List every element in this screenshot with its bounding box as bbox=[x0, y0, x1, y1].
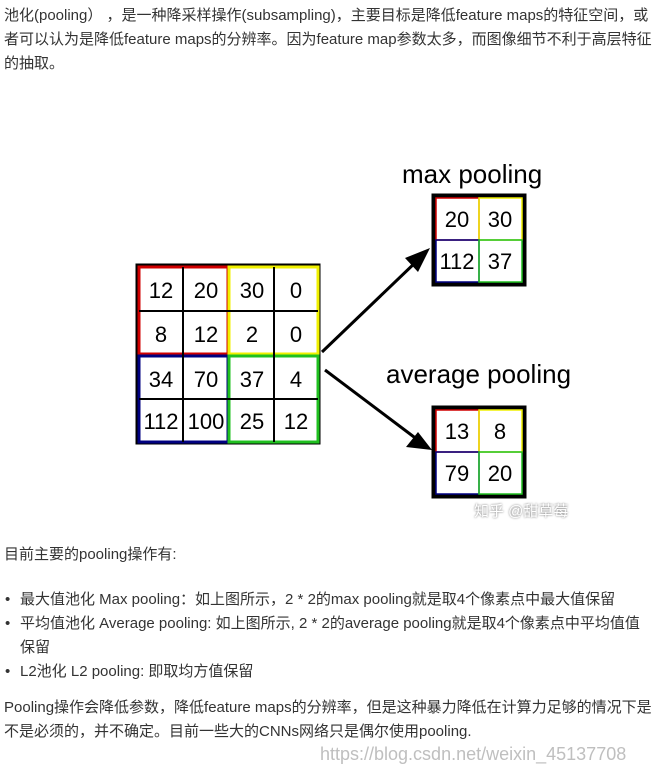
list-item: 平均值池化 Average pooling: 如上图所示, 2 * 2的aver… bbox=[0, 612, 650, 660]
input-cell: 30 bbox=[240, 278, 264, 303]
average-pooling-title: average pooling bbox=[386, 359, 571, 389]
input-cell: 37 bbox=[240, 367, 264, 392]
input-cell: 12 bbox=[149, 278, 173, 303]
input-cell: 12 bbox=[194, 322, 218, 347]
input-cell: 2 bbox=[246, 322, 258, 347]
input-cell: 4 bbox=[290, 367, 302, 392]
input-cell: 112 bbox=[143, 409, 178, 434]
input-cell: 25 bbox=[240, 409, 264, 434]
zhihu-watermark: 知乎 @甜草莓 bbox=[474, 503, 569, 520]
list-item: L2池化 L2 pooling: 即取均方值保留 bbox=[0, 660, 650, 684]
csdn-watermark: https://blog.csdn.net/weixin_45137708 bbox=[320, 744, 627, 764]
output-cell: 37 bbox=[488, 249, 512, 274]
arrow-to-max bbox=[320, 248, 430, 354]
output-cell: 13 bbox=[445, 419, 469, 444]
input-cell: 34 bbox=[149, 367, 173, 392]
arrow-to-average bbox=[324, 368, 432, 450]
input-cell: 100 bbox=[188, 409, 225, 434]
lead-text: 目前主要的pooling操作有: bbox=[4, 546, 177, 563]
input-cell: 8 bbox=[155, 322, 167, 347]
max-pooling-title: max pooling bbox=[402, 159, 542, 189]
output-cell: 20 bbox=[445, 207, 469, 232]
input-cell: 0 bbox=[290, 278, 302, 303]
input-cell: 70 bbox=[194, 367, 218, 392]
output-cell: 30 bbox=[488, 207, 512, 232]
list-item: 最大值池化 Max pooling：如上图所示，2 * 2的max poolin… bbox=[0, 588, 650, 612]
input-cell: 20 bbox=[194, 278, 218, 303]
intro-paragraph: 池化(pooling） ，是一种降采样操作(subsampling)，主要目标是… bbox=[4, 7, 652, 72]
output-cell: 8 bbox=[494, 419, 506, 444]
max-grid: 20 30 112 37 bbox=[431, 193, 527, 287]
output-cell: 20 bbox=[488, 461, 512, 486]
input-cell: 12 bbox=[284, 409, 308, 434]
output-cell: 112 bbox=[439, 249, 474, 274]
average-grid: 13 879 20 bbox=[431, 405, 527, 499]
closing-paragraph: Pooling操作会降低参数，降低feature maps的分辨率，但是这种暴力… bbox=[4, 699, 652, 740]
pooling-types-list: 最大值池化 Max pooling：如上图所示，2 * 2的max poolin… bbox=[0, 588, 650, 684]
input-cell: 0 bbox=[290, 322, 302, 347]
output-cell: 79 bbox=[445, 461, 469, 486]
